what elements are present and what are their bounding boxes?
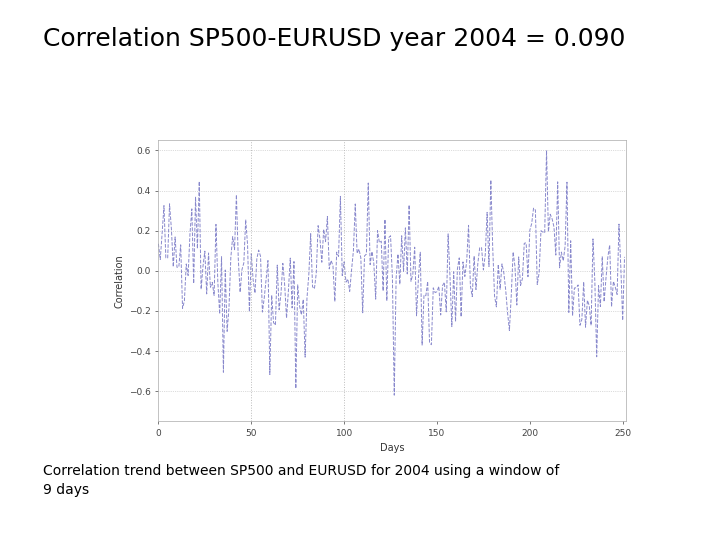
X-axis label: Days: Days	[380, 443, 405, 454]
Y-axis label: Correlation: Correlation	[114, 254, 125, 308]
Text: Correlation SP500-EURUSD year 2004 = 0.090: Correlation SP500-EURUSD year 2004 = 0.0…	[43, 27, 626, 51]
Text: Correlation trend between SP500 and EURUSD for 2004 using a window of
9 days: Correlation trend between SP500 and EURU…	[43, 464, 559, 497]
